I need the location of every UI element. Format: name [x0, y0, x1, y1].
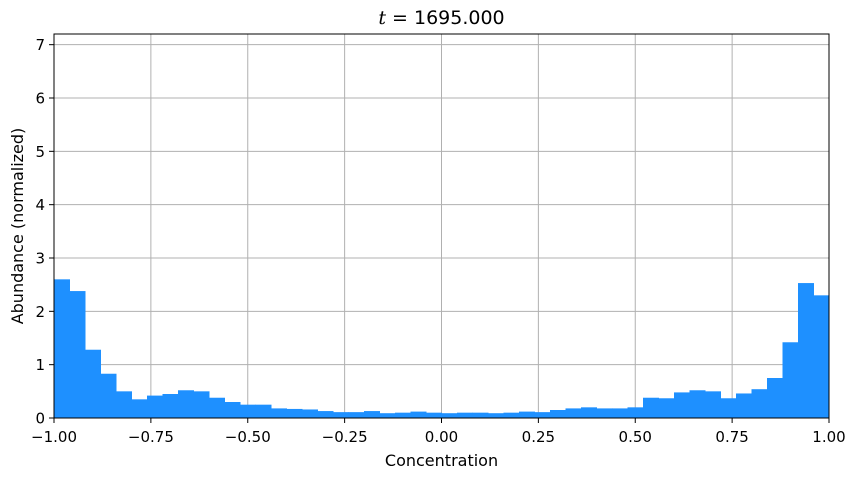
histogram-bar	[69, 291, 86, 418]
histogram-bar	[131, 399, 148, 418]
chart-title-variable: t	[378, 7, 386, 29]
histogram-bar	[85, 349, 101, 418]
histogram-bar	[271, 408, 287, 418]
histogram-bar	[751, 389, 768, 418]
histogram-bar	[674, 392, 690, 418]
histogram-bar	[395, 412, 411, 418]
histogram-bar	[813, 295, 830, 418]
histogram-bar	[705, 391, 721, 418]
histogram-bar	[147, 395, 163, 418]
x-tick-label: 0.50	[619, 428, 652, 446]
y-tick-label: 3	[35, 250, 45, 268]
y-tick-label: 0	[35, 410, 45, 428]
histogram-bar	[720, 398, 737, 418]
chart-title-value: = 1695.000	[386, 7, 505, 29]
x-axis-title: Concentration	[385, 451, 498, 470]
histogram-bar	[488, 413, 504, 418]
x-tick-label: −0.75	[128, 428, 174, 446]
histogram-bar	[565, 408, 582, 418]
x-tick-label: 0.00	[425, 428, 458, 446]
histogram-bar	[798, 283, 814, 418]
x-tick-label: −0.50	[225, 428, 271, 446]
histogram-bar	[767, 378, 783, 418]
histogram-bar	[116, 391, 132, 418]
histogram-bar	[503, 412, 520, 418]
histogram-bar	[286, 408, 303, 418]
x-tick-label: 1.00	[812, 428, 845, 446]
histogram-bar	[643, 397, 659, 418]
y-axis-title: Abundance (normalized)	[8, 128, 27, 325]
histogram-bar	[550, 410, 566, 418]
histogram-bars	[54, 279, 830, 418]
histogram-bar	[100, 373, 117, 418]
histogram-bar	[736, 393, 752, 418]
histogram-bar	[302, 409, 318, 418]
histogram-bar	[581, 407, 597, 418]
histogram-bar	[534, 412, 551, 418]
x-tick-label: −0.25	[322, 428, 368, 446]
y-tick-label: 1	[35, 356, 45, 374]
histogram-bar	[224, 402, 241, 418]
histogram-bar	[178, 390, 194, 418]
histogram-bar	[240, 404, 256, 418]
y-tick-label: 7	[35, 36, 45, 54]
histogram-bar	[612, 408, 628, 418]
histogram-bar	[596, 408, 613, 418]
histogram-bar	[364, 411, 380, 418]
y-tick-label: 4	[35, 196, 45, 214]
y-tick-label: 6	[35, 90, 45, 108]
histogram-bar	[782, 342, 799, 418]
histogram-bar	[658, 398, 675, 418]
histogram-bar	[519, 411, 535, 418]
histogram-bar	[193, 391, 210, 418]
grid-lines	[53, 34, 830, 419]
histogram-bar	[457, 412, 473, 418]
histogram-bar	[689, 390, 706, 418]
x-tick-label: −1.00	[31, 428, 77, 446]
histogram-bar	[441, 413, 458, 418]
histogram-bar	[54, 279, 70, 418]
x-tick-label: 0.75	[715, 428, 748, 446]
axis-ticks: −1.00 −0.75 −0.50 −0.25 0.00 0.25 0.50 0.75 1.00…	[31, 36, 846, 446]
histogram-bar	[255, 404, 272, 418]
chart-title: t = 1695.000	[378, 7, 504, 29]
histogram-bar	[426, 412, 442, 418]
histogram-bar	[472, 412, 489, 418]
histogram-bar	[209, 397, 225, 418]
histogram-bar	[333, 412, 349, 418]
histogram-bar	[348, 412, 365, 418]
histogram-bar	[162, 394, 179, 418]
histogram-bar	[410, 411, 427, 418]
histogram-bar	[627, 407, 644, 418]
y-tick-label: 2	[35, 303, 45, 321]
histogram-bar	[317, 411, 334, 418]
y-tick-label: 5	[35, 143, 45, 161]
histogram-bar	[379, 413, 396, 418]
x-tick-label: 0.25	[522, 428, 555, 446]
